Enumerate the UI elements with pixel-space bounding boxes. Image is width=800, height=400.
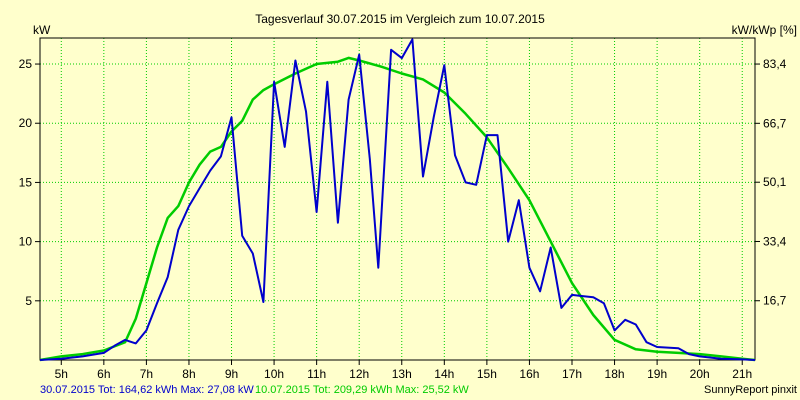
x-tick-label: 13h xyxy=(392,367,412,381)
x-tick-label: 7h xyxy=(140,367,153,381)
grid-lines xyxy=(40,38,755,360)
y-left-tick-label: 20 xyxy=(19,116,33,130)
x-tick-label: 15h xyxy=(477,367,497,381)
x-tick-label: 19h xyxy=(647,367,667,381)
series-line-10-07-2015 xyxy=(39,56,756,362)
plot-frame xyxy=(39,37,756,361)
y-left-tick-label: 5 xyxy=(25,294,32,308)
series-lines xyxy=(39,38,756,362)
y-left-tick-label: 10 xyxy=(19,235,33,249)
x-tick-label: 18h xyxy=(605,367,625,381)
x-tick-label: 20h xyxy=(690,367,710,381)
axis-ticks: 5h 6h 7h 8h 9h 10h 11h 12h 13h 14h 15h 16h 17h 18h 19h… xyxy=(19,57,787,381)
y-axis-right-label: kW/kWp [%] xyxy=(732,23,797,37)
x-tick-label: 17h xyxy=(562,367,582,381)
x-tick-label: 21h xyxy=(732,367,752,381)
x-tick-label: 16h xyxy=(519,367,539,381)
x-tick-label: 9h xyxy=(225,367,238,381)
y-right-tick-label: 33,4 xyxy=(763,234,787,248)
y-right-tick-label: 16,7 xyxy=(763,294,787,308)
x-tick-label: 6h xyxy=(97,367,110,381)
y-axis-left-label: kW xyxy=(33,23,51,37)
y-right-tick-label: 66,7 xyxy=(763,116,787,130)
footer-credit: SunnyReport pinxit xyxy=(704,384,797,396)
x-tick-label: 14h xyxy=(434,367,454,381)
y-left-tick-label: 25 xyxy=(19,57,33,71)
x-tick-label: 12h xyxy=(349,367,369,381)
x-tick-label: 8h xyxy=(182,367,195,381)
x-tick-label: 10h xyxy=(264,367,284,381)
y-right-tick-label: 83,4 xyxy=(763,57,787,71)
series-line-30-07-2015 xyxy=(39,38,756,361)
x-tick-label: 5h xyxy=(55,367,68,381)
y-left-tick-label: 15 xyxy=(19,175,33,189)
y-right-tick-label: 50,1 xyxy=(763,175,787,189)
x-tick-label: 11h xyxy=(307,367,326,381)
series-1-summary: 30.07.2015 Tot: 164,62 kWh Max: 27,08 kW xyxy=(40,384,254,396)
series-2-summary: 10.07.2015 Tot: 209,29 kWh Max: 25,52 kW xyxy=(255,384,469,396)
chart-title: Tagesverlauf 30.07.2015 im Vergleich zum… xyxy=(255,12,545,26)
